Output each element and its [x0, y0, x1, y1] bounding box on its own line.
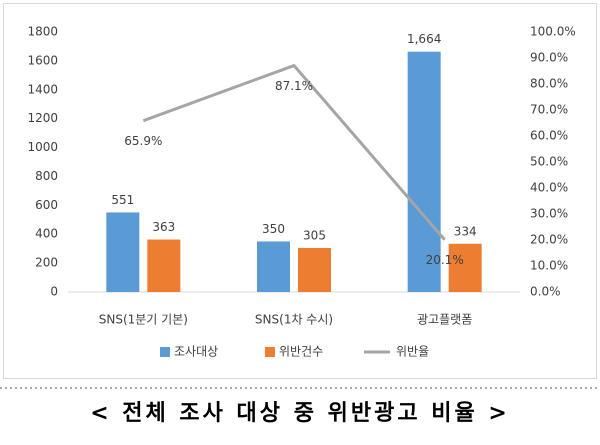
caption-title: < 전체 조사 대상 중 위반광고 비율 >: [90, 401, 510, 426]
legend-swatch: [265, 347, 275, 357]
y-tick-label: 600: [35, 198, 58, 212]
x-tick-label: SNS(1분기 기본): [99, 313, 188, 327]
line-value-label: 65.9%: [124, 134, 162, 148]
y2-tick-label: 80.0%: [530, 77, 568, 91]
bar: [448, 243, 482, 292]
y-tick-label: 1800: [27, 25, 58, 39]
x-tick-label: SNS(1차 수시): [255, 313, 333, 327]
y2-tick-label: 40.0%: [530, 181, 568, 195]
y2-tick-label: 20.0%: [530, 233, 568, 247]
y-tick-label: 1000: [27, 140, 58, 154]
bar: [147, 239, 181, 292]
bar: [407, 51, 441, 293]
line-value-label: 87.1%: [275, 79, 313, 93]
y2-tick-label: 10.0%: [530, 259, 568, 273]
y2-tick-label: 100.0%: [530, 25, 576, 39]
y2-tick-label: 0.0%: [530, 285, 561, 299]
y-tick-label: 800: [35, 169, 58, 183]
bar-value-label: 551: [111, 193, 134, 207]
y-tick-label: 0: [50, 285, 58, 299]
bar-value-label: 305: [303, 228, 326, 242]
bar-value-label: 1,664: [407, 32, 441, 46]
bar: [298, 247, 331, 292]
legend-label: 조사대상: [174, 345, 218, 359]
y-tick-label: 1400: [27, 82, 58, 96]
bar-value-label: 334: [454, 224, 477, 238]
chart-frame: [3, 3, 597, 379]
bar: [106, 212, 140, 292]
y2-tick-label: 70.0%: [530, 103, 568, 117]
y-tick-label: 1200: [27, 111, 58, 125]
line: [142, 63, 446, 241]
y2-tick-label: 30.0%: [530, 207, 568, 221]
y-tick-label: 400: [35, 227, 58, 241]
legend-label: 위반건수: [279, 345, 323, 359]
bar-value-label: 350: [262, 222, 285, 236]
legend-label: 위반율: [396, 345, 429, 359]
y-tick-label: 1600: [27, 53, 58, 67]
bar: [257, 241, 290, 292]
x-tick-label: 광고플랫폼: [417, 313, 472, 327]
line-value-label: 20.1%: [426, 253, 464, 267]
legend-swatch: [160, 347, 170, 357]
y-tick-label: 200: [35, 256, 58, 270]
y2-tick-label: 50.0%: [530, 155, 568, 169]
y2-tick-label: 60.0%: [530, 129, 568, 143]
y2-tick-label: 90.0%: [530, 51, 568, 65]
bar-value-label: 363: [152, 220, 175, 234]
